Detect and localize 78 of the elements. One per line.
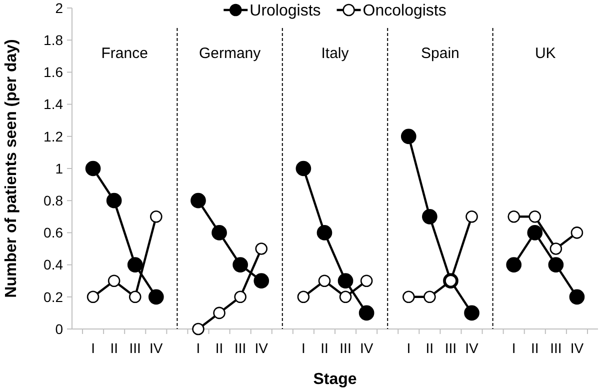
point bbox=[86, 290, 100, 304]
point bbox=[254, 273, 270, 289]
point bbox=[190, 192, 206, 208]
text: France bbox=[101, 45, 148, 62]
text: Italy bbox=[321, 45, 350, 62]
legend-label: Oncologists bbox=[362, 2, 446, 20]
point bbox=[255, 242, 268, 255]
point bbox=[422, 208, 438, 224]
point bbox=[297, 290, 310, 304]
x-axis-title: Stage bbox=[313, 371, 357, 388]
point bbox=[85, 160, 101, 176]
point bbox=[358, 305, 374, 321]
y-tick-label: 0.6 bbox=[44, 224, 64, 241]
x-tick-label: III bbox=[340, 340, 352, 356]
point bbox=[360, 274, 373, 287]
point bbox=[508, 210, 520, 223]
point bbox=[148, 289, 164, 305]
point bbox=[400, 128, 416, 144]
x-tick-label: II bbox=[320, 340, 328, 356]
point bbox=[338, 273, 354, 289]
point bbox=[318, 274, 331, 287]
y-tick-label: 1.8 bbox=[44, 32, 64, 48]
text: Spain bbox=[421, 45, 460, 62]
point bbox=[466, 210, 478, 223]
y-tick-label: 1.4 bbox=[44, 96, 64, 112]
x-tick-label: III bbox=[444, 340, 457, 356]
y-tick-label: 1 bbox=[55, 160, 64, 176]
x-tick-label: II bbox=[530, 340, 539, 356]
y-tick-label: 2 bbox=[55, 0, 64, 16]
point bbox=[506, 257, 522, 272]
x-tick-label: II bbox=[426, 340, 434, 356]
legend-label: Urologists bbox=[250, 2, 321, 20]
point bbox=[570, 226, 584, 239]
point bbox=[192, 322, 204, 336]
text: Germany bbox=[198, 45, 262, 62]
x-tick-label: III bbox=[550, 340, 562, 356]
point bbox=[212, 225, 227, 240]
x-tick-label: I bbox=[91, 340, 95, 356]
point bbox=[106, 192, 122, 208]
point bbox=[150, 210, 162, 223]
x-tick-label: IV bbox=[360, 340, 374, 356]
x-tick-label: IV bbox=[254, 340, 269, 356]
point bbox=[527, 225, 543, 240]
x-tick-label: I bbox=[406, 340, 411, 356]
x-tick-label: IV bbox=[150, 340, 164, 356]
point bbox=[108, 274, 120, 287]
y-axis-title: Number of patients seen (per day) bbox=[3, 39, 20, 298]
point bbox=[339, 290, 352, 304]
y-tick-label: 0.2 bbox=[44, 288, 64, 305]
point bbox=[127, 257, 143, 272]
x-tick-label: IV bbox=[570, 340, 584, 356]
point bbox=[232, 257, 248, 272]
x-tick-label: III bbox=[234, 340, 246, 356]
y-tick-label: 1.6 bbox=[44, 64, 64, 80]
point bbox=[316, 225, 332, 240]
point bbox=[296, 160, 312, 176]
point bbox=[128, 290, 142, 304]
point bbox=[402, 290, 415, 304]
x-tick-label: III bbox=[129, 340, 141, 356]
y-tick-label: 0.8 bbox=[44, 192, 64, 208]
y-tick-label: 0 bbox=[55, 320, 64, 337]
x-tick-label: I bbox=[512, 340, 516, 356]
y-tick-label: 1.2 bbox=[44, 128, 64, 144]
point bbox=[464, 305, 480, 321]
x-tick-label: I bbox=[196, 340, 200, 356]
text: UK bbox=[534, 45, 556, 62]
x-tick-label: II bbox=[110, 340, 118, 356]
x-tick-label: II bbox=[215, 340, 224, 356]
point bbox=[548, 257, 564, 272]
point bbox=[569, 289, 585, 305]
point bbox=[424, 290, 436, 304]
point bbox=[234, 290, 246, 304]
x-tick-label: I bbox=[301, 340, 306, 356]
point bbox=[528, 210, 542, 223]
x-tick-label: IV bbox=[465, 340, 480, 356]
point bbox=[550, 242, 562, 255]
point bbox=[213, 306, 226, 320]
y-tick-label: 0.4 bbox=[44, 256, 64, 273]
